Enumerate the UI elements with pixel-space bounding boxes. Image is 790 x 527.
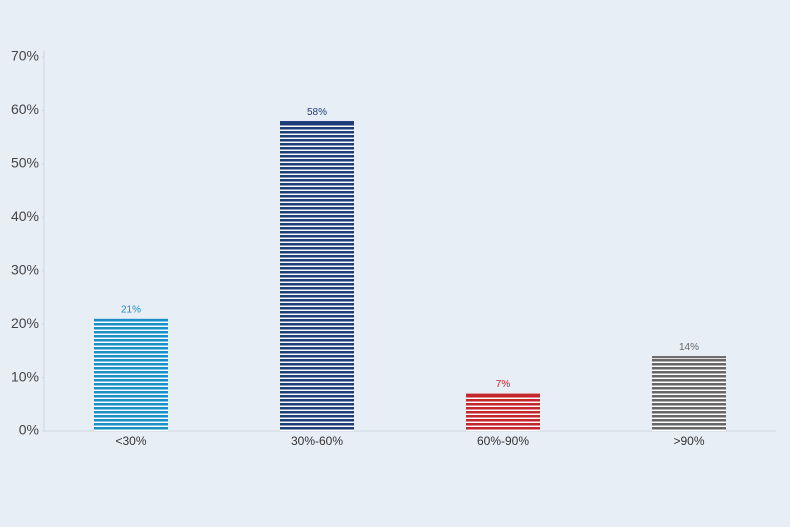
x-tick-label: >90% — [673, 434, 704, 448]
bar-cap — [94, 318, 168, 321]
y-tick-label: 60% — [11, 101, 39, 117]
x-tick-label: <30% — [115, 434, 146, 448]
bar — [280, 121, 354, 431]
bar — [652, 356, 726, 431]
value-label: 7% — [496, 379, 511, 390]
bar-cap — [466, 393, 540, 396]
value-label: 14% — [679, 342, 699, 353]
value-label: 58% — [307, 107, 327, 118]
bar — [94, 318, 168, 431]
y-tick-label: 10% — [11, 368, 39, 384]
y-tick-label: 20% — [11, 315, 39, 331]
y-tick-label: 50% — [11, 155, 39, 171]
value-label: 21% — [121, 304, 141, 315]
bar — [466, 393, 540, 431]
bar-cap — [652, 356, 726, 359]
x-tick-label: 30%-60% — [291, 434, 343, 448]
y-tick-label: 30% — [11, 261, 39, 277]
x-tick-label: 60%-90% — [477, 434, 529, 448]
bar-cap — [280, 121, 354, 124]
y-tick-label: 40% — [11, 208, 39, 224]
y-tick-label: 70% — [11, 48, 39, 64]
y-tick-label: 0% — [19, 422, 39, 438]
